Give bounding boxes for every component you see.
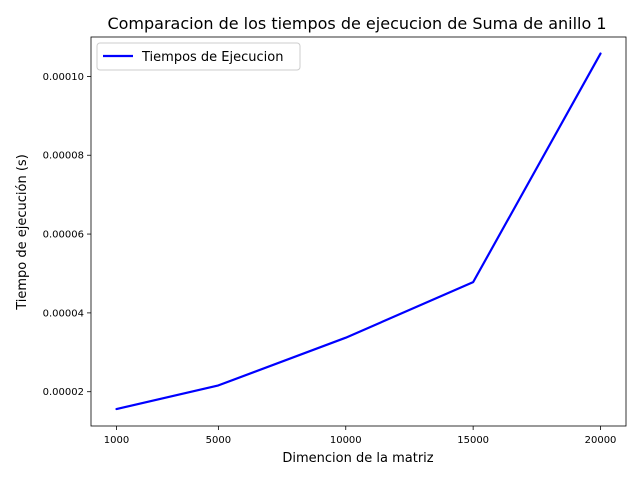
y-axis-ticks: 0.00002 0.00004 0.00006 0.00008 0.00010 bbox=[43, 72, 91, 398]
x-tick-label: 5000 bbox=[206, 435, 231, 446]
y-tick-label: 0.00008 bbox=[43, 151, 84, 162]
plot-area bbox=[91, 37, 626, 426]
y-tick-label: 0.00004 bbox=[43, 308, 84, 319]
chart-title: Comparacion de los tiempos de ejecucion … bbox=[107, 14, 606, 33]
legend-label: Tiempos de Ejecucion bbox=[141, 50, 283, 65]
x-axis-label: Dimencion de la matriz bbox=[282, 451, 433, 466]
x-axis-ticks: 1000 5000 10000 15000 20000 bbox=[104, 426, 617, 446]
x-tick-label: 1000 bbox=[104, 435, 129, 446]
y-axis-label: Tiempo de ejecución (s) bbox=[15, 154, 30, 311]
legend-box bbox=[96, 42, 301, 71]
y-tick-label: 0.00010 bbox=[43, 72, 84, 83]
series-layer bbox=[115, 52, 602, 411]
x-tick-label: 20000 bbox=[585, 435, 617, 446]
x-tick-label: 10000 bbox=[330, 435, 362, 446]
plot-background bbox=[91, 37, 626, 426]
y-tick-label: 0.00002 bbox=[43, 387, 84, 398]
legend: Tiempos de Ejecucion bbox=[96, 42, 301, 71]
x-tick-label: 15000 bbox=[457, 435, 489, 446]
axes-frame bbox=[90, 36, 627, 427]
y-tick-label: 0.00006 bbox=[43, 230, 84, 241]
